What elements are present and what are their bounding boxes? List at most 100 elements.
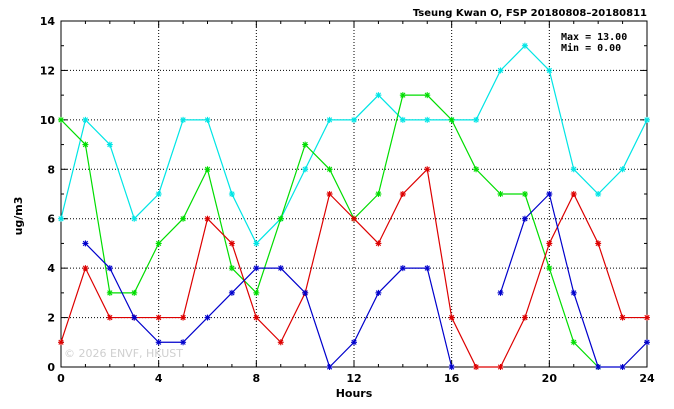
grid-lines — [61, 21, 647, 367]
data-point — [82, 265, 89, 272]
chart-title: Tseung Kwan O, FSP 20180808–20180811 — [413, 8, 647, 19]
y-tick-label: 8 — [47, 163, 55, 176]
data-point — [424, 92, 431, 99]
data-point — [131, 314, 138, 321]
x-tick-label: 20 — [542, 372, 558, 385]
data-point — [570, 191, 577, 197]
data-point — [644, 314, 650, 321]
data-point — [180, 339, 187, 346]
data-point — [82, 116, 89, 123]
series-line — [60, 94, 599, 368]
data-point — [497, 67, 504, 74]
data-point — [546, 67, 553, 74]
data-point — [351, 339, 357, 346]
data-point — [351, 215, 357, 222]
data-point — [180, 314, 187, 321]
y-axis-title: ug/m3 — [12, 197, 25, 236]
data-point — [448, 314, 455, 321]
data-point — [521, 215, 528, 222]
data-point — [570, 289, 577, 296]
data-point — [424, 166, 431, 173]
data-point — [424, 116, 431, 123]
data-point — [253, 314, 260, 321]
series-line — [84, 243, 453, 369]
data-point — [351, 116, 357, 123]
data-point — [399, 92, 406, 99]
data-point — [546, 240, 553, 247]
data-point — [424, 265, 431, 272]
x-tick-label: 4 — [155, 372, 163, 385]
y-tick-label: 4 — [47, 262, 55, 275]
data-point — [204, 215, 211, 222]
data-point — [155, 191, 162, 197]
data-point — [375, 191, 382, 197]
data-point — [326, 191, 333, 197]
data-point — [473, 364, 480, 370]
data-point — [228, 265, 235, 272]
data-point — [399, 116, 406, 123]
data-point — [106, 265, 113, 272]
data-point — [302, 166, 309, 173]
x-tick-label: 24 — [639, 372, 655, 385]
data-point — [448, 364, 455, 370]
data-point — [644, 116, 650, 123]
data-point — [619, 314, 626, 321]
data-point — [302, 141, 309, 148]
data-point — [58, 339, 64, 346]
data-point — [497, 364, 504, 370]
data-point — [204, 116, 211, 123]
watermark: © 2026 ENVF, HKUST — [64, 347, 183, 360]
data-point — [58, 215, 64, 222]
data-point — [521, 314, 528, 321]
data-point — [521, 191, 528, 197]
data-point — [106, 141, 113, 148]
y-tick-label: 10 — [40, 114, 56, 127]
data-point — [106, 289, 113, 296]
data-point — [619, 166, 626, 173]
data-point — [473, 116, 480, 123]
data-point — [204, 314, 211, 321]
data-point — [448, 116, 455, 123]
data-point — [253, 265, 260, 272]
data-point — [326, 364, 333, 370]
data-point — [82, 141, 89, 148]
y-tick-label: 14 — [40, 15, 56, 28]
data-point — [277, 265, 284, 272]
data-point — [595, 364, 602, 370]
data-point — [375, 92, 382, 99]
data-point — [253, 240, 260, 247]
data-point — [546, 265, 553, 272]
x-tick-label: 8 — [253, 372, 261, 385]
y-tick-label: 12 — [40, 64, 55, 77]
data-point — [375, 240, 382, 247]
data-point — [595, 240, 602, 247]
data-point — [570, 166, 577, 173]
data-point — [82, 240, 89, 247]
y-tick-label: 2 — [47, 312, 55, 325]
data-point — [131, 215, 138, 222]
data-point — [644, 339, 650, 346]
data-point — [228, 191, 235, 197]
x-tick-label: 0 — [57, 372, 65, 385]
data-point — [180, 215, 187, 222]
data-point — [180, 116, 187, 123]
data-point — [497, 191, 504, 197]
y-tick-label: 0 — [47, 361, 55, 374]
series-4 — [82, 191, 650, 370]
data-point — [326, 166, 333, 173]
data-point — [570, 339, 577, 346]
data-point — [155, 339, 162, 346]
data-point — [619, 364, 626, 370]
data-point — [106, 314, 113, 321]
data-point — [546, 191, 553, 197]
data-point — [399, 191, 406, 197]
x-tick-label: 12 — [346, 372, 361, 385]
data-point — [277, 215, 284, 222]
data-point — [473, 166, 480, 173]
data-point — [326, 116, 333, 123]
y-tick-label: 6 — [47, 213, 55, 226]
data-point — [521, 42, 528, 49]
data-point — [155, 314, 162, 321]
